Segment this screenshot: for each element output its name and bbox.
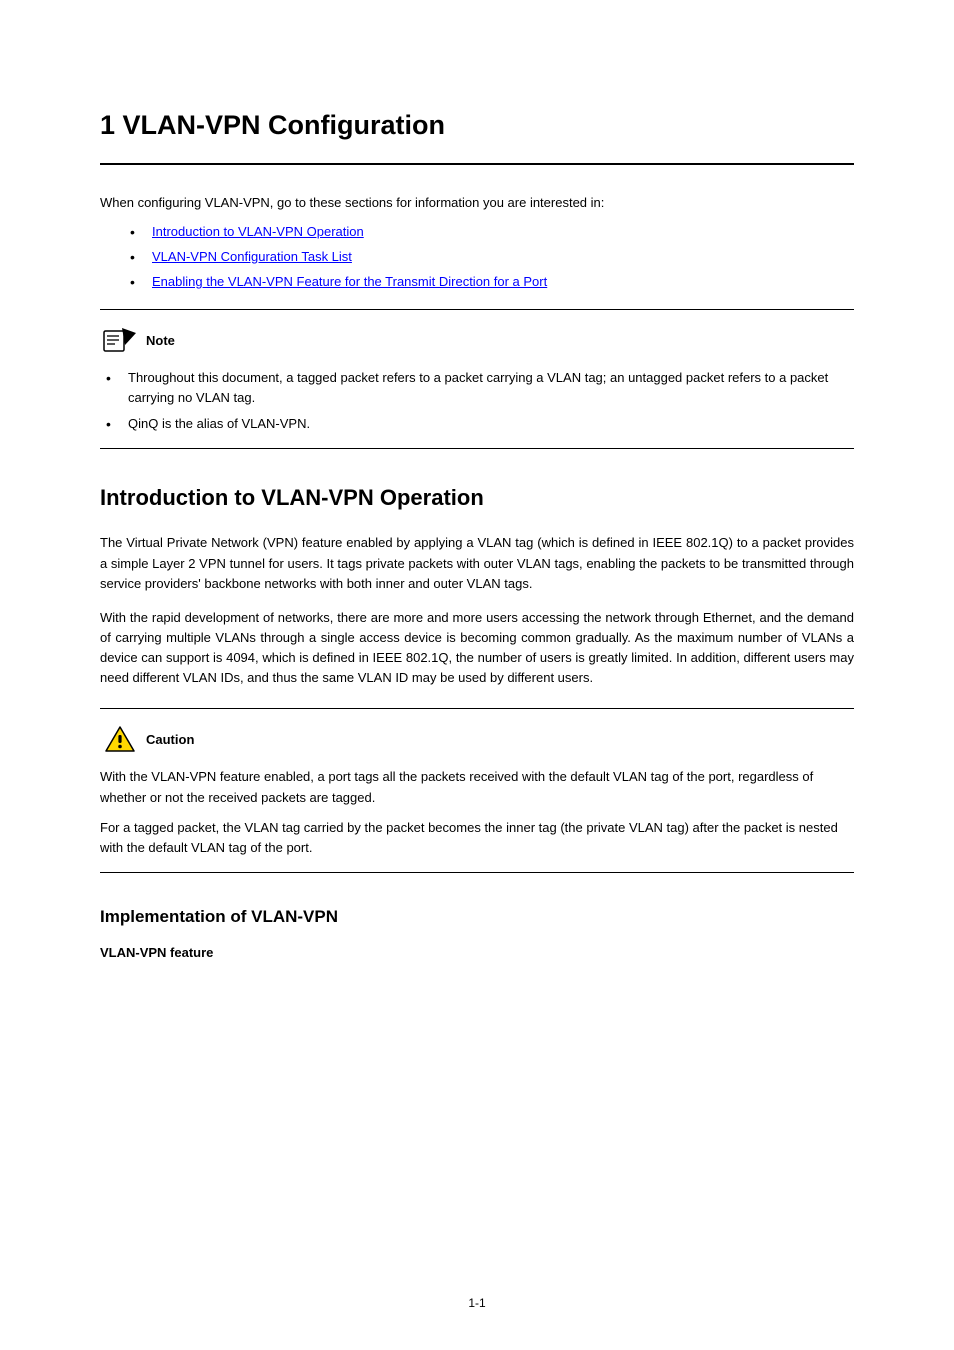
toc-item: Enabling the VLAN-VPN Feature for the Tr… — [152, 274, 854, 289]
note-label: Note — [146, 333, 175, 348]
toc-list: Introduction to VLAN-VPN Operation VLAN-… — [100, 224, 854, 289]
section-intro-heading: Introduction to VLAN-VPN Operation — [100, 485, 854, 511]
toc-item: VLAN-VPN Configuration Task List — [152, 249, 854, 264]
caution-icon — [100, 723, 140, 755]
caution-header: Caution — [100, 723, 854, 755]
chapter-rule — [100, 163, 854, 165]
toc-item: Introduction to VLAN-VPN Operation — [152, 224, 854, 239]
note-list: Throughout this document, a tagged packe… — [100, 368, 854, 434]
note-rule-top — [100, 309, 854, 310]
toc-link-tasklist[interactable]: VLAN-VPN Configuration Task List — [152, 249, 352, 264]
intro-para-2: With the rapid development of networks, … — [100, 608, 854, 689]
implementation-sub-heading: VLAN-VPN feature — [100, 945, 854, 960]
implementation-heading: Implementation of VLAN-VPN — [100, 907, 854, 927]
page-root: 1 VLAN-VPN Configuration When configurin… — [0, 0, 954, 1350]
page-number: 1-1 — [0, 1296, 954, 1310]
caution-rule-bot — [100, 872, 854, 873]
note-icon — [100, 324, 140, 356]
caution-para-2: For a tagged packet, the VLAN tag carrie… — [100, 818, 854, 858]
toc-link-enable[interactable]: Enabling the VLAN-VPN Feature for the Tr… — [152, 274, 547, 289]
caution-rule-top — [100, 708, 854, 709]
intro-para-1: The Virtual Private Network (VPN) featur… — [100, 533, 854, 593]
chapter-lead-text: When configuring VLAN-VPN, go to these s… — [100, 195, 854, 210]
caution-label: Caution — [146, 732, 194, 747]
note-rule-bot — [100, 448, 854, 449]
chapter-title: 1 VLAN-VPN Configuration — [100, 110, 854, 141]
note-header: Note — [100, 324, 854, 356]
note-item: QinQ is the alias of VLAN-VPN. — [128, 414, 854, 434]
caution-para-1: With the VLAN-VPN feature enabled, a por… — [100, 767, 854, 807]
toc-link-intro[interactable]: Introduction to VLAN-VPN Operation — [152, 224, 364, 239]
note-item: Throughout this document, a tagged packe… — [128, 368, 854, 408]
